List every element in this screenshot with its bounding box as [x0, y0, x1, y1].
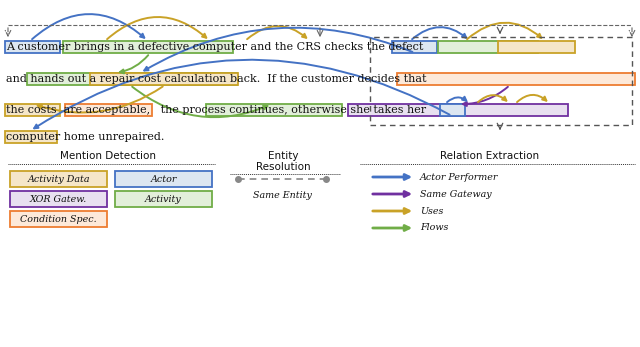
Text: Actor: Actor — [150, 175, 177, 184]
FancyArrowPatch shape — [107, 17, 206, 39]
FancyArrowPatch shape — [247, 26, 307, 39]
Bar — [115, 171, 212, 187]
Bar — [65, 104, 152, 116]
Bar — [10, 191, 107, 207]
Bar — [27, 73, 237, 85]
FancyArrowPatch shape — [517, 95, 547, 102]
Bar — [5, 104, 60, 116]
Text: computer home unrepaired.: computer home unrepaired. — [6, 132, 164, 142]
Text: the costs  are acceptable,   the process continues, otherwise she takes her: the costs are acceptable, the process co… — [6, 105, 426, 115]
Bar — [348, 104, 568, 116]
FancyArrowPatch shape — [463, 87, 508, 106]
Text: Uses: Uses — [420, 206, 444, 215]
FancyArrowPatch shape — [467, 23, 541, 39]
FancyArrowPatch shape — [447, 97, 467, 102]
FancyArrowPatch shape — [132, 87, 268, 117]
Text: Actor Performer: Actor Performer — [420, 172, 499, 181]
Text: Flows: Flows — [420, 223, 449, 232]
Bar — [90, 73, 238, 85]
FancyArrowPatch shape — [38, 86, 163, 113]
Bar — [397, 73, 635, 85]
FancyArrowPatch shape — [478, 95, 506, 102]
Bar — [392, 41, 437, 53]
FancyArrowPatch shape — [412, 27, 466, 39]
Text: Entity: Entity — [268, 151, 298, 161]
Text: Relation Extraction: Relation Extraction — [440, 151, 540, 161]
Text: and hands out a repair cost calculation back.  If the customer decides that: and hands out a repair cost calculation … — [6, 74, 426, 84]
Text: Resolution: Resolution — [256, 162, 310, 172]
Bar — [10, 171, 107, 187]
Text: Activity: Activity — [145, 195, 182, 203]
Bar — [370, 37, 632, 125]
FancyArrowPatch shape — [32, 14, 144, 39]
Text: Mention Detection: Mention Detection — [60, 151, 156, 161]
Bar — [5, 131, 57, 143]
FancyArrowPatch shape — [144, 28, 412, 70]
Text: A customer brings in a defective computer and the CRS checks the defect: A customer brings in a defective compute… — [6, 42, 424, 52]
Bar — [10, 211, 107, 227]
Bar — [206, 104, 342, 116]
Text: Same Entity: Same Entity — [253, 191, 312, 200]
Text: Condition Spec.: Condition Spec. — [20, 214, 97, 223]
Text: Same Gateway: Same Gateway — [420, 189, 492, 198]
Bar — [63, 41, 233, 53]
FancyArrowPatch shape — [120, 55, 148, 73]
Bar — [115, 191, 212, 207]
FancyArrowPatch shape — [34, 60, 449, 128]
Text: Activity Data: Activity Data — [28, 175, 90, 184]
Bar — [498, 41, 575, 53]
Bar — [5, 41, 60, 53]
Bar — [440, 104, 465, 116]
Text: XOR Gatew.: XOR Gatew. — [30, 195, 87, 203]
Bar — [438, 41, 538, 53]
